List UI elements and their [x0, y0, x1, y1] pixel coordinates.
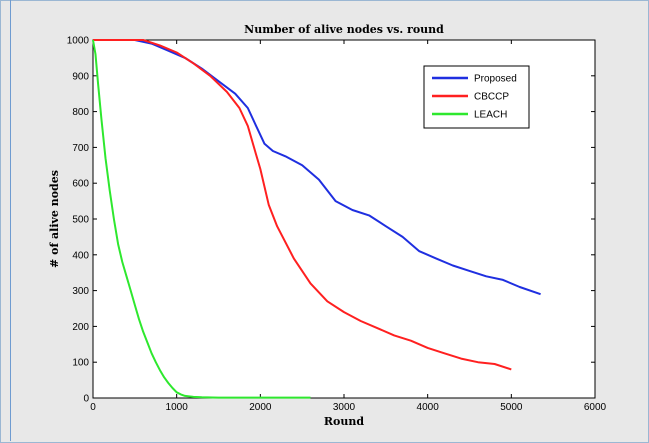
- y-tick-label: 200: [72, 322, 89, 333]
- x-tick-label: 3000: [333, 402, 356, 413]
- x-tick-label: 6000: [584, 402, 607, 413]
- series-lines: [92, 39, 541, 399]
- x-tick-label: 5000: [500, 402, 523, 413]
- y-tick-label: 400: [72, 250, 89, 261]
- x-axis-label: Round: [324, 415, 364, 428]
- y-tick-label: 300: [72, 286, 89, 297]
- axis-ticks: 0 1000 2000 3000 4000 5000 6000 0 100 200 300 400 50…: [67, 36, 607, 414]
- series-line-leach: [92, 39, 311, 399]
- series-line-cbccp: [93, 39, 512, 371]
- y-tick-label: 0: [83, 394, 89, 405]
- legend-label-leach: LEACH: [474, 110, 507, 121]
- y-tick-label: 800: [72, 107, 89, 118]
- y-tick-label: 900: [72, 71, 89, 82]
- x-tick-label: 4000: [417, 402, 440, 413]
- x-tick-label: 1000: [166, 402, 189, 413]
- x-tick-label: 2000: [249, 402, 272, 413]
- legend: Proposed CBCCP LEACH: [423, 65, 530, 129]
- legend-label-cbccp: CBCCP: [474, 92, 509, 103]
- y-tick-label: 100: [72, 358, 89, 369]
- y-tick-label: 700: [72, 143, 89, 154]
- y-tick-label: 500: [72, 215, 89, 226]
- x-tick-label: 0: [90, 402, 96, 413]
- y-tick-label: 600: [72, 179, 89, 190]
- y-axis-label: # of alive nodes: [48, 170, 61, 268]
- y-tick-label: 1000: [67, 36, 90, 47]
- window-edge: [10, 0, 11, 441]
- chart-title: Number of alive nodes vs. round: [244, 23, 444, 36]
- legend-label-proposed: Proposed: [474, 74, 517, 85]
